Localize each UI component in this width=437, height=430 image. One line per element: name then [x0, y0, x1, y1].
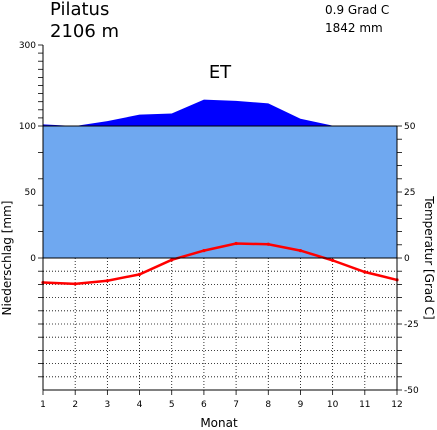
temperature-point — [170, 258, 174, 262]
x-tick-label: 12 — [391, 400, 402, 410]
right-tick-label: 0 — [404, 254, 410, 264]
x-tick-label: 9 — [298, 400, 304, 410]
temperature-point — [105, 279, 109, 283]
left-tick-label: 100 — [19, 122, 36, 132]
right-tick-label: 25 — [404, 188, 415, 198]
station-name: Pilatus — [50, 0, 109, 20]
left-tick-label: 50 — [25, 188, 37, 198]
x-axis-label: Monat — [200, 416, 238, 430]
x-tick-label: 3 — [104, 400, 110, 410]
climate-class: ET — [209, 62, 232, 83]
x-tick-label: 5 — [169, 400, 175, 410]
right-axis-ticks — [397, 125, 402, 391]
station-elevation: 2106 m — [50, 21, 119, 42]
mean-temperature: 0.9 Grad C — [325, 3, 389, 17]
temperature-point — [298, 249, 303, 253]
x-tick-label: 8 — [265, 400, 271, 410]
left-tick-label: 300 — [19, 41, 36, 51]
x-tick-label: 6 — [201, 400, 207, 410]
plot-frame — [42, 45, 398, 391]
temperature-series — [41, 241, 399, 286]
left-axis-label: Niederschlag [mm] — [0, 201, 14, 316]
temperature-point — [363, 270, 367, 274]
right-tick-label: -50 — [404, 386, 419, 396]
precipitation-area — [43, 126, 397, 258]
temperature-point — [266, 242, 270, 246]
right-axis-label: Temperatur [Grad C] — [422, 195, 436, 319]
temperature-line — [42, 242, 398, 286]
temperature-point — [73, 282, 77, 286]
temperature-point — [331, 258, 335, 262]
x-axis-ticks — [42, 390, 398, 395]
right-tick-label: -25 — [404, 320, 419, 330]
temperature-point — [234, 241, 238, 246]
x-tick-label: 4 — [137, 400, 143, 410]
temperature-point — [137, 272, 142, 276]
left-tick-label: 0 — [30, 254, 36, 264]
precipitation-excess-area — [43, 99, 397, 126]
precipitation-fill — [43, 126, 397, 258]
temperature-point — [202, 249, 206, 253]
x-tick-label: 2 — [72, 400, 78, 410]
x-tick-label: 10 — [327, 400, 339, 410]
x-tick-label: 1 — [40, 400, 46, 410]
annual-precipitation: 1842 mm — [325, 21, 383, 35]
x-tick-label: 7 — [233, 400, 239, 410]
right-tick-label: 50 — [404, 122, 416, 132]
x-tick-label: 11 — [359, 400, 370, 410]
left-axis-ticks — [38, 44, 43, 378]
precipitation-excess-fill — [43, 99, 397, 126]
